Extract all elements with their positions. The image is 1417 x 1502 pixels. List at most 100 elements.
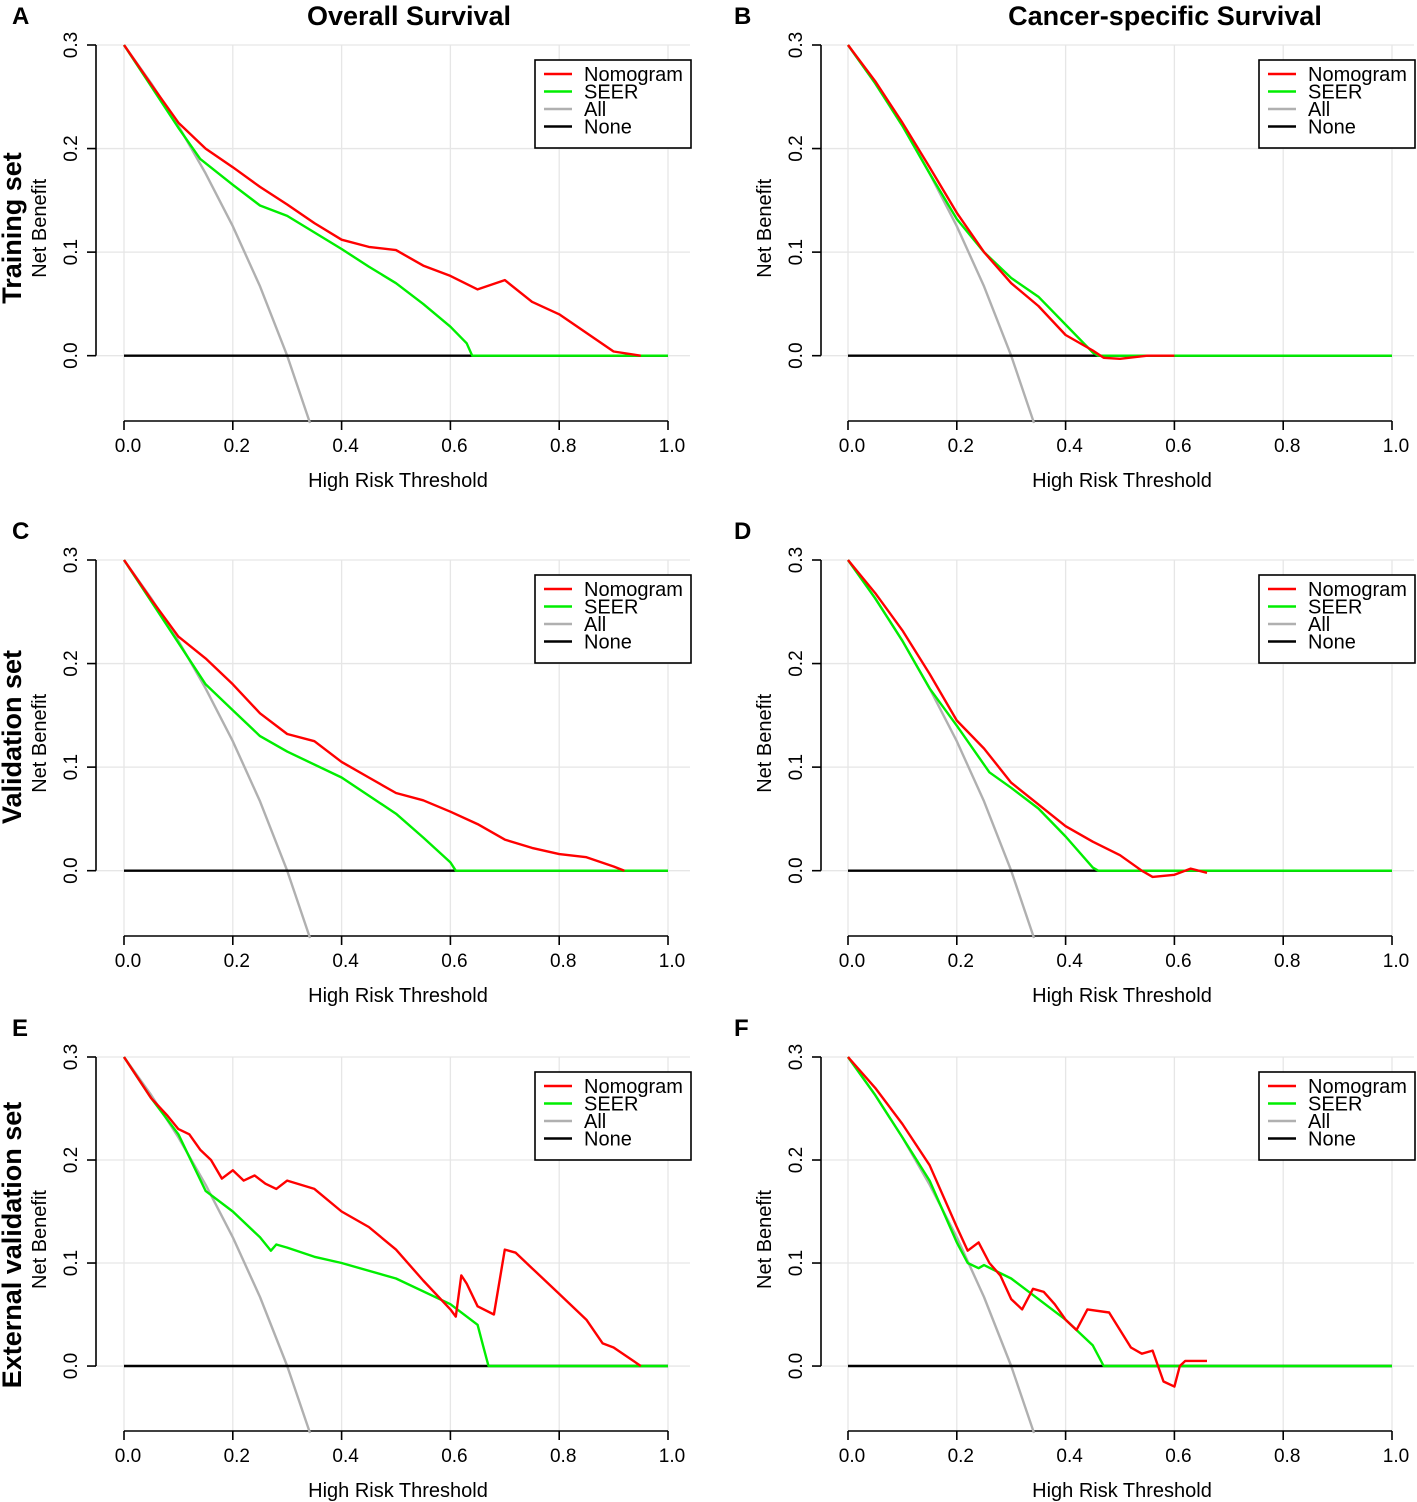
y-tick-label: 0.1 — [61, 754, 82, 780]
x-tick-label: 0.4 — [332, 1446, 359, 1467]
y-tick-label: 0.0 — [61, 1353, 82, 1379]
x-axis-title: High Risk Threshold — [1032, 470, 1212, 492]
y-tick-label: 0.2 — [786, 135, 807, 161]
y-tick-label: 0.2 — [61, 1147, 82, 1173]
x-axis-title: High Risk Threshold — [308, 470, 488, 492]
legend-label-none: None — [584, 632, 632, 654]
legend-label-nomogram: Nomogram — [1308, 1076, 1407, 1098]
panel-letter: E — [12, 1015, 28, 1042]
panel-letter: B — [734, 3, 751, 30]
legend-label-none: None — [584, 117, 632, 139]
x-tick-label: 0.4 — [332, 436, 359, 457]
legend-label-seer: SEER — [584, 597, 638, 619]
y-tick-label: 0.2 — [61, 650, 82, 676]
legend-label-all: All — [1308, 614, 1330, 636]
y-tick-label: 0.1 — [61, 1250, 82, 1276]
y-tick-label: 0.3 — [61, 32, 82, 58]
panel-b: B 0.0 0.2 0.4 0.6 0.8 1.0 High Risk Threshold 0.… — [734, 3, 1416, 492]
x-tick-label: 1.0 — [659, 436, 685, 457]
y-tick-label: 0.0 — [786, 342, 807, 368]
column-title-cancer-specific: Cancer-specific Survival — [1008, 1, 1322, 31]
y-axis-title: Net Benefit — [29, 693, 51, 792]
y-tick-label: 0.0 — [61, 857, 82, 883]
x-tick-label: 1.0 — [1383, 436, 1409, 457]
y-tick-label: 0.1 — [786, 754, 807, 780]
x-tick-label: 0.0 — [115, 436, 141, 457]
series-line-nomogram — [847, 559, 1208, 879]
panel-letter: D — [734, 518, 751, 545]
x-tick-label: 1.0 — [1383, 951, 1409, 972]
y-axis-title: Net Benefit — [754, 1190, 776, 1289]
x-tick-label: 0.6 — [441, 1446, 467, 1467]
y-axis-title: Net Benefit — [754, 693, 776, 792]
column-title-overall: Overall Survival — [307, 1, 511, 31]
y-tick-label: 0.3 — [786, 1044, 807, 1070]
x-tick-label: 0.8 — [550, 951, 576, 972]
series-line-nomogram — [122, 1056, 642, 1367]
series-line-seer — [847, 559, 1392, 872]
y-axis-title: Net Benefit — [29, 178, 51, 277]
panel-c: C 0.0 0.2 0.4 0.6 0.8 1.0 High Risk Threshold 0.… — [12, 518, 692, 1007]
legend-label-none: None — [1308, 632, 1356, 654]
series-line-nomogram — [847, 1056, 1207, 1388]
x-tick-label: 0.4 — [1056, 436, 1083, 457]
y-tick-label: 0.2 — [61, 135, 82, 161]
panel-e: E 0.0 0.2 0.4 0.6 0.8 1.0 High Risk Threshold 0.… — [12, 1015, 692, 1502]
x-tick-label: 0.8 — [550, 1446, 576, 1467]
legend-label-seer: SEER — [584, 82, 638, 104]
x-tick-label: 0.6 — [441, 951, 467, 972]
legend-label-nomogram: Nomogram — [1308, 64, 1407, 86]
series-line-nomogram — [847, 44, 1175, 360]
y-axis-title: Net Benefit — [754, 178, 776, 277]
x-tick-label: 0.0 — [839, 951, 865, 972]
x-axis-title: High Risk Threshold — [1032, 985, 1212, 1007]
x-tick-label: 0.8 — [1274, 436, 1300, 457]
legend-label-seer: SEER — [584, 1094, 638, 1116]
x-tick-label: 0.0 — [115, 951, 141, 972]
x-tick-label: 0.0 — [839, 1446, 865, 1467]
legend-label-all: All — [1308, 99, 1330, 121]
panel-a: A 0.0 0.2 0.4 0.6 0.8 1.0 High Risk Threshold 0.… — [12, 3, 692, 492]
y-tick-label: 0.2 — [786, 650, 807, 676]
legend-label-none: None — [1308, 117, 1356, 139]
x-tick-label: 0.2 — [948, 1446, 974, 1467]
x-tick-label: 0.2 — [948, 436, 974, 457]
y-tick-label: 0.0 — [786, 1353, 807, 1379]
x-tick-label: 1.0 — [1383, 1446, 1409, 1467]
x-tick-label: 0.6 — [441, 436, 467, 457]
x-axis-title: High Risk Threshold — [308, 985, 488, 1007]
x-tick-label: 0.0 — [839, 436, 865, 457]
series-line-seer — [122, 1056, 668, 1368]
x-tick-label: 0.4 — [332, 951, 359, 972]
y-tick-label: 0.3 — [61, 547, 82, 573]
x-tick-label: 0.6 — [1165, 951, 1191, 972]
y-tick-label: 0.3 — [61, 1044, 82, 1070]
y-tick-label: 0.1 — [786, 1250, 807, 1276]
y-tick-label: 0.0 — [61, 342, 82, 368]
series-line-seer — [122, 559, 668, 872]
x-axis-title: High Risk Threshold — [1032, 1480, 1212, 1502]
y-tick-label: 0.2 — [786, 1147, 807, 1173]
legend-label-all: All — [584, 99, 606, 121]
x-tick-label: 0.4 — [1056, 1446, 1083, 1467]
series-line-nomogram — [123, 559, 625, 872]
legend-label-seer: SEER — [1308, 1094, 1362, 1116]
panel-letter: A — [12, 3, 29, 30]
x-tick-label: 0.2 — [224, 436, 250, 457]
legend-label-nomogram: Nomogram — [584, 64, 683, 86]
legend-box — [534, 59, 692, 149]
x-tick-label: 0.6 — [1165, 436, 1191, 457]
figure-titles: Overall Survival Cancer-specific Surviva… — [0, 1, 1322, 1388]
legend-label-none: None — [1308, 1129, 1356, 1151]
legend-label-all: All — [584, 1111, 606, 1133]
x-tick-label: 0.6 — [1165, 1446, 1191, 1467]
legend-label-nomogram: Nomogram — [584, 1076, 683, 1098]
x-tick-label: 0.8 — [550, 436, 576, 457]
legend-label-all: All — [1308, 1111, 1330, 1133]
